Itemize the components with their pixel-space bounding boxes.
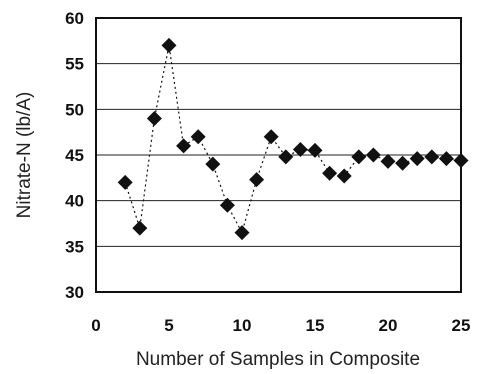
data-point: [161, 37, 177, 53]
data-point: [234, 225, 250, 241]
data-point: [249, 172, 265, 188]
data-point: [307, 142, 323, 158]
y-tick-label: 30: [65, 283, 84, 302]
data-point: [365, 147, 381, 163]
x-tick-label: 5: [164, 316, 173, 335]
data-point: [176, 138, 192, 154]
x-tick-label: 20: [379, 316, 398, 335]
data-markers: [117, 37, 469, 241]
data-point: [424, 149, 440, 165]
data-point: [117, 174, 133, 190]
y-tick-label: 55: [65, 55, 84, 74]
data-point: [263, 129, 279, 145]
y-tick-labels: 30 35 40 45 50 55 60: [65, 9, 84, 302]
data-point: [409, 151, 425, 167]
data-point: [395, 155, 411, 171]
y-tick-label: 35: [65, 237, 84, 256]
data-point: [438, 151, 454, 167]
x-tick-label: 10: [233, 316, 252, 335]
x-axis-title: Number of Samples in Composite: [136, 349, 420, 370]
y-axis-title: Nitrate-N (lb/A): [14, 92, 35, 219]
data-point: [146, 110, 162, 126]
data-point: [278, 149, 294, 165]
y-tick-label: 50: [65, 100, 84, 119]
data-point: [132, 220, 148, 236]
data-point: [380, 153, 396, 169]
data-point: [219, 197, 235, 213]
data-point: [336, 168, 352, 184]
data-point: [292, 142, 308, 158]
data-point: [190, 129, 206, 145]
y-tick-label: 40: [65, 192, 84, 211]
y-tick-label: 60: [65, 9, 84, 28]
series-line: [124, 45, 462, 235]
x-tick-label: 25: [452, 316, 471, 335]
data-point: [453, 152, 469, 168]
grid-lines: [96, 63, 461, 247]
y-tick-label: 45: [65, 146, 84, 165]
data-point: [322, 165, 338, 181]
x-tick-label: 0: [91, 316, 100, 335]
data-point: [205, 156, 221, 172]
x-tick-label: 15: [306, 316, 325, 335]
x-tick-labels: 0 5 10 15 20 25: [91, 316, 470, 335]
data-point: [351, 149, 367, 165]
